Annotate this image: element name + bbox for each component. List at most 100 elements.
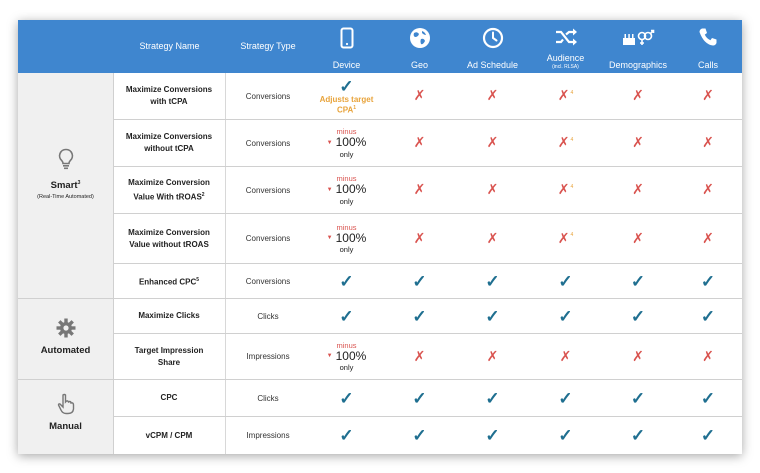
- header-geo: Geo: [383, 20, 456, 73]
- cell-calls: ✗: [674, 334, 742, 379]
- cross-icon: ✗: [486, 134, 499, 150]
- header-strategy-type: Strategy Type: [240, 41, 296, 51]
- strategy-name-text: CPC: [160, 393, 178, 402]
- check-icon: ✓: [558, 306, 573, 326]
- cross-icon: ✗: [702, 134, 714, 150]
- cell-audience: ✓: [529, 417, 602, 454]
- cross-icon: ✗: [413, 87, 426, 103]
- cell-geo: ✓: [383, 417, 456, 454]
- cell-demographics: ✓: [602, 264, 674, 298]
- cell-ad-schedule: ✓: [456, 417, 529, 454]
- cross-icon: ✗: [702, 229, 714, 246]
- cell-geo: ✓: [383, 264, 456, 298]
- check-icon: ✓: [700, 306, 716, 326]
- cross-mark: ✗4: [558, 134, 574, 152]
- check-icon: ✓: [485, 426, 500, 445]
- strategy-type: Impressions: [246, 431, 290, 440]
- cell-ad-schedule: ✓: [456, 380, 529, 416]
- cell-audience: ✗4: [529, 214, 602, 263]
- strategy-name: Maximize Conversion Value without tROAS: [123, 227, 215, 251]
- lightbulb-icon: [58, 148, 73, 170]
- cell-device: ✓: [310, 264, 383, 298]
- audience-footnote: 4: [570, 232, 574, 239]
- cross-icon: ✗: [557, 181, 570, 197]
- check-icon: ✓: [412, 388, 427, 408]
- cell-calls: ✓: [674, 299, 742, 333]
- header-calls: Calls: [674, 20, 742, 73]
- cross-icon: ✗: [557, 134, 570, 150]
- table-row: Enhanced CPC5 Conversions ✓ ✓ ✓ ✓ ✓ ✓: [113, 264, 742, 299]
- table-row: Target Impression Share Impressions minus ▼…: [113, 334, 742, 380]
- header-audience: Audience (incl. RLSA): [529, 20, 602, 73]
- strategy-name-text: vCPM / CPM: [145, 430, 193, 440]
- strategy-name-cell: Target Impression Share: [113, 334, 226, 379]
- only-label: only: [339, 196, 354, 206]
- header-demographics: Demographics: [602, 20, 674, 73]
- cell-audience: ✓: [529, 380, 602, 416]
- strategy-name-cell: CPC: [113, 380, 226, 416]
- strategy-name-cell: Maximize Conversion Value With tROAS2: [113, 167, 226, 213]
- cell-audience: ✓: [529, 264, 602, 298]
- cross-mark: ✗: [632, 181, 644, 199]
- strategy-name-cell: vCPM / CPM: [113, 417, 226, 454]
- cross-mark: ✗: [702, 134, 714, 152]
- note-line-1: Adjusts target: [319, 94, 374, 104]
- cell-geo: ✗: [383, 167, 456, 213]
- table-row: Maximize Clicks Clicks ✓ ✓ ✓ ✓ ✓ ✓: [113, 299, 742, 334]
- cross-mark: ✗: [414, 348, 426, 366]
- minus-label: minus: [336, 127, 357, 137]
- note-line-2: CPA1: [337, 104, 356, 115]
- clock-icon: [482, 27, 503, 49]
- check-icon: ✓: [558, 426, 573, 445]
- minus-label: minus: [336, 174, 357, 184]
- cell-device: minus ▼ 100% only: [310, 214, 383, 263]
- phone-icon: [699, 28, 717, 46]
- strategy-name-text: Maximize Clicks: [138, 311, 200, 320]
- cross-mark: ✗: [414, 181, 426, 199]
- strategy-type: Clicks: [257, 311, 279, 321]
- strategy-name-cell: Maximize Conversions without tCPA: [113, 120, 226, 166]
- strategy-name-text: Target Impression Share: [134, 345, 204, 367]
- strategy-name-footnote: 2: [201, 191, 205, 198]
- strategy-name: CPC: [161, 392, 178, 404]
- check-icon: ✓: [700, 271, 716, 291]
- check-icon: ✓: [412, 306, 427, 326]
- cross-mark: ✗: [487, 181, 499, 199]
- cell-audience: ✗4: [529, 167, 602, 213]
- strategy-name-text: Maximize Conversions with tCPA: [125, 85, 213, 106]
- check-icon: ✓: [339, 306, 354, 326]
- cross-icon: ✗: [559, 347, 572, 364]
- cross-mark: ✗: [487, 348, 499, 366]
- cross-mark: ✗4: [558, 87, 574, 105]
- cell-device: ✓: [310, 417, 383, 454]
- table-row: Maximize Conversions without tCPA Convers…: [113, 120, 742, 167]
- down-arrow-icon: ▼: [326, 353, 333, 360]
- cell-demographics: ✓: [602, 299, 674, 333]
- cross-mark: ✗: [702, 348, 714, 366]
- strategy-name-footnote: 5: [196, 276, 200, 283]
- cross-mark: ✗: [560, 348, 572, 366]
- cell-calls: ✗: [674, 167, 742, 213]
- check-icon: ✓: [339, 426, 354, 445]
- cross-mark: ✗: [632, 87, 644, 105]
- cross-icon: ✗: [413, 134, 426, 150]
- percent-value: 100%: [335, 348, 367, 363]
- cross-icon: ✗: [632, 229, 644, 246]
- strategy-type: Conversions: [245, 185, 291, 195]
- cell-ad-schedule: ✗: [456, 334, 529, 379]
- cell-demographics: ✓: [602, 380, 674, 416]
- check-icon: ✓: [630, 426, 646, 445]
- bid-adjust-minus-100: minus ▼ 100% only: [327, 341, 367, 372]
- cross-mark: ✗: [414, 230, 426, 248]
- header-device: Device: [310, 20, 383, 73]
- cell-device: minus ▼ 100% only: [310, 167, 383, 213]
- strategy-type: Conversions: [245, 234, 291, 243]
- cell-ad-schedule: ✗: [456, 214, 529, 263]
- cross-icon: ✗: [557, 229, 570, 246]
- cell-audience: ✗4: [529, 73, 602, 119]
- cell-geo: ✗: [383, 73, 456, 119]
- minus-label: minus: [336, 222, 357, 232]
- down-arrow-icon: ▼: [326, 139, 333, 146]
- strategy-type: Conversions: [245, 276, 291, 286]
- cross-mark: ✗: [487, 230, 499, 248]
